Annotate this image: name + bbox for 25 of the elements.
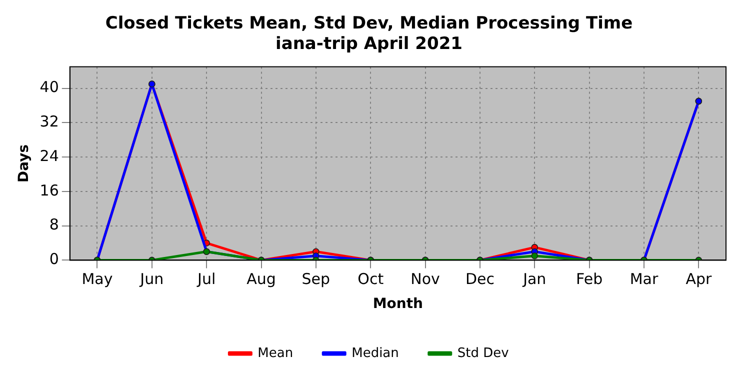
y-tick-label: 16 — [40, 181, 59, 200]
x-tick-label: Apr — [686, 270, 712, 288]
x-tick-label: Aug — [246, 270, 276, 288]
y-axis-title: Days — [16, 144, 32, 183]
y-tick-label: 24 — [40, 146, 59, 165]
x-tick-label: Jan — [522, 270, 546, 288]
x-tick-label: Jul — [196, 270, 216, 288]
y-tick-label: 8 — [49, 216, 59, 234]
x-axis-title: Month — [372, 296, 424, 312]
x-tick-label: May — [82, 270, 113, 288]
y-tick-label: 0 — [49, 250, 59, 268]
y-tick-label: 32 — [40, 112, 59, 131]
x-tick-label: Sep — [302, 270, 330, 288]
x-tick-label: Feb — [576, 270, 603, 288]
x-tick-label: Jun — [139, 270, 164, 288]
chart-title: Closed Tickets Mean, Std Dev, Median Processing Time — [105, 14, 633, 34]
legend-label: Median — [352, 346, 399, 361]
legend-label: Std Dev — [457, 346, 510, 361]
chart-subtitle: iana-trip April 2021 — [276, 34, 462, 54]
y-tick-label: 40 — [40, 78, 59, 96]
x-tick-label: Oct — [358, 270, 384, 288]
legend-label: Mean — [258, 346, 294, 361]
x-tick-label: Dec — [465, 270, 494, 288]
x-tick-label: Nov — [410, 270, 440, 288]
x-tick-label: Mar — [630, 270, 659, 288]
